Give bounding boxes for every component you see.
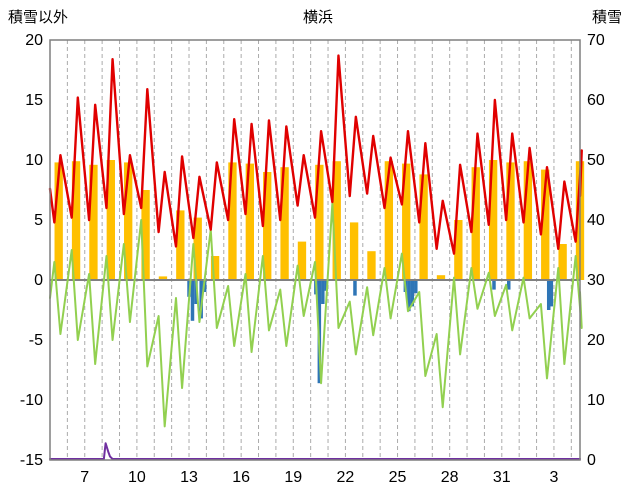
- x-axis-tick-label: 31: [493, 469, 511, 486]
- left-axis-tick-labels: 20 15 10 5 0 -5 -10 -15: [20, 32, 43, 469]
- chart-title: 横浜: [302, 9, 334, 26]
- x-axis-tick-label: 22: [337, 469, 355, 486]
- right-axis-tick-label: 10: [587, 392, 605, 409]
- rain-bar: [492, 280, 496, 290]
- left-axis-tick-label: -15: [20, 452, 43, 469]
- sunshine-bar: [419, 174, 428, 280]
- right-axis-tick-label: 60: [587, 92, 605, 109]
- sunshine-bar: [384, 161, 394, 280]
- sunshine-bar: [124, 162, 133, 280]
- sunshine-bar: [228, 162, 237, 280]
- x-axis-tick-label: 3: [549, 469, 558, 486]
- sunshine-bar: [558, 244, 567, 280]
- left-axis-tick-label: 10: [25, 152, 43, 169]
- sunshine-bar: [141, 190, 150, 280]
- sunshine-bar: [245, 163, 255, 280]
- sunshine-bar: [488, 160, 498, 280]
- sunshine-bar: [367, 251, 376, 280]
- right-axis-tick-label: 0: [587, 452, 596, 469]
- rain-bar: [194, 280, 198, 304]
- x-axis-tick-label: 13: [180, 469, 198, 486]
- left-axis-tick-label: 20: [25, 32, 43, 49]
- x-axis-tick-label: 16: [232, 469, 250, 486]
- right-axis-title: 積雪: [591, 9, 622, 26]
- right-axis-tick-label: 30: [587, 272, 605, 289]
- x-axis-tick-label: 7: [80, 469, 89, 486]
- right-axis-tick-label: 50: [587, 152, 605, 169]
- left-axis-tick-label: -10: [20, 392, 43, 409]
- right-axis-tick-label: 40: [587, 212, 605, 229]
- left-axis-tick-label: -5: [29, 332, 43, 349]
- rain-bar: [549, 280, 554, 307]
- rain-bar: [190, 280, 195, 321]
- sunshine-bar: [454, 220, 463, 280]
- right-axis-tick-labels: 70 60 50 40 30 20 10 0: [587, 32, 605, 469]
- sunshine-bar: [89, 164, 98, 280]
- right-axis-tick-label: 20: [587, 332, 605, 349]
- sunshine-bar: [71, 161, 81, 280]
- sunshine-bar: [315, 164, 324, 280]
- sunshine-bar: [541, 169, 550, 280]
- sunshine-bar: [158, 276, 168, 280]
- rain-bar: [410, 280, 415, 307]
- rain-bar: [414, 280, 418, 294]
- x-axis-tick-labels: 7 10 13 16 19 22 25 28 31 3: [80, 469, 558, 486]
- sunshine-bar: [106, 160, 115, 280]
- sunshine-bar: [436, 275, 446, 280]
- plot-border: [49, 39, 581, 461]
- red-line: [48, 54, 583, 255]
- sunshine-bar: [402, 163, 411, 280]
- sunshine-bar: [193, 217, 202, 280]
- left-axis-tick-label: 0: [34, 272, 43, 289]
- rain-bar: [507, 280, 511, 290]
- sunshine-bar: [506, 162, 515, 280]
- right-axis-tick-label: 70: [587, 32, 605, 49]
- x-axis-tick-label: 19: [284, 469, 302, 486]
- gridlines: [66, 40, 572, 460]
- left-axis-tick-label: 15: [25, 92, 43, 109]
- sunshine-bar: [210, 256, 220, 280]
- rain-bar: [199, 280, 203, 319]
- rain-bar: [407, 280, 411, 312]
- sunshine-bar: [297, 241, 307, 280]
- rain-bar: [321, 280, 325, 304]
- rain-bar: [353, 280, 357, 296]
- sunshine-bar: [280, 167, 289, 280]
- sunshine-bar: [263, 172, 272, 280]
- sunshine-bar: [523, 161, 533, 280]
- left-axis-tick-label: 5: [34, 212, 43, 229]
- sunshine-bar: [332, 161, 341, 280]
- left-axis-title: 積雪以外: [8, 9, 69, 26]
- sunshine-bar: [471, 167, 480, 280]
- sunshine-bar: [176, 210, 185, 280]
- x-axis-tick-label: 25: [389, 469, 407, 486]
- x-axis-tick-label: 10: [128, 469, 146, 486]
- rain-bar: [546, 280, 551, 310]
- sunshine-bar: [54, 162, 63, 280]
- x-axis-tick-label: 28: [441, 469, 459, 486]
- green-line: [49, 202, 583, 428]
- sunshine-bar: [349, 222, 359, 280]
- snow-line: [49, 442, 581, 460]
